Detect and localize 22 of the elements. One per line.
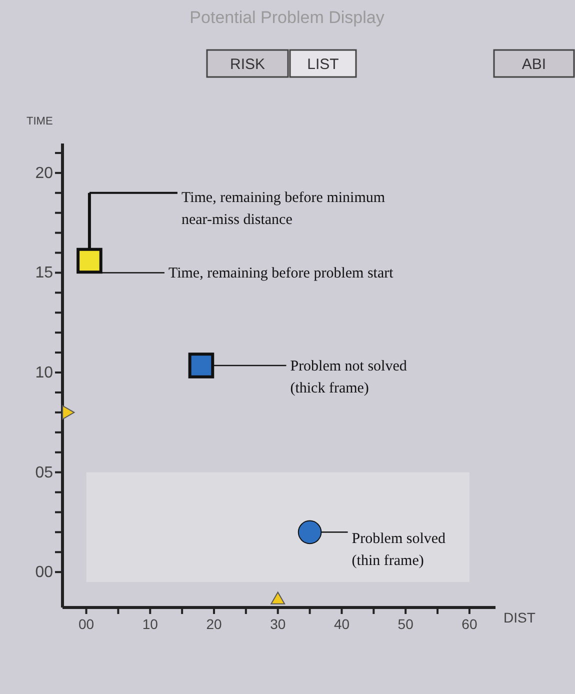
text: LIST: [307, 56, 339, 73]
x-tick-label: 20: [206, 616, 222, 632]
y-axis-title: TIME: [26, 116, 53, 128]
text: ABI: [522, 56, 546, 73]
text: RISK: [230, 56, 266, 73]
annotation: Time, remaining before problem start: [168, 266, 394, 282]
x-axis-title: DIST: [504, 610, 536, 626]
y-tick-label: 05: [35, 464, 54, 482]
y-tick-label: 00: [35, 564, 54, 582]
y-tick-label: 10: [35, 364, 54, 382]
chart-title: Potential Problem Display: [190, 8, 385, 27]
annotation: Time, remaining before minimum near-miss distance: [181, 190, 386, 228]
x-tick-label: 00: [78, 616, 94, 632]
y-tick-label: 15: [35, 264, 54, 282]
x-tick-label: 40: [334, 616, 350, 632]
x-tick-label: 50: [398, 616, 414, 632]
annotation: Problem not solved (thick frame): [290, 358, 408, 397]
y-tick-label: 20: [35, 164, 54, 182]
x-tick-label: 60: [462, 616, 478, 632]
annotation: Problem solved (thin frame): [352, 531, 446, 570]
x-tick-label: 30: [270, 616, 286, 632]
x-tick-label: 10: [142, 616, 158, 632]
